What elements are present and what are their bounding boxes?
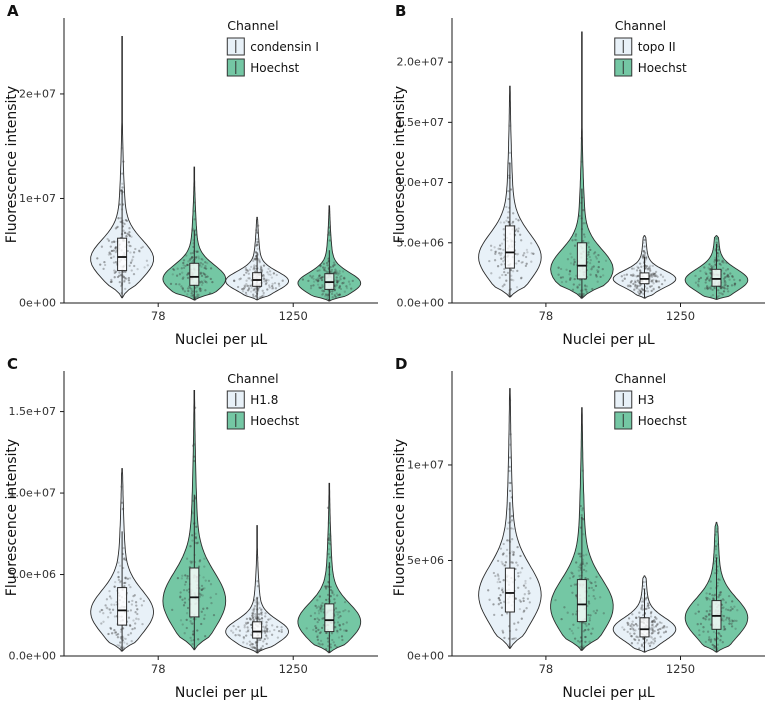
violin-group	[478, 388, 542, 649]
violin-group	[297, 205, 362, 302]
box-plot	[324, 603, 335, 633]
violin	[90, 36, 154, 299]
violin-group	[225, 216, 289, 301]
panel-label-a: A	[7, 2, 19, 20]
y-tick-label: 2.0e+07	[397, 56, 444, 69]
violin-group	[550, 31, 614, 300]
violin	[550, 31, 614, 299]
legend-title: Channel	[227, 371, 278, 386]
legend: Channel topo II Hoechst	[608, 16, 733, 84]
panel-d: D 0e+00 5e+06 1e+07 78 1250 Nuclei per µL Fluo…	[388, 353, 775, 706]
violin	[225, 525, 289, 654]
y-axis-label: Fluorescence intensity	[392, 86, 408, 243]
legend: Channel H1.8 Hoechst	[221, 369, 346, 437]
box-plot	[117, 237, 128, 272]
legend-label: H1.8	[250, 393, 278, 407]
x-tick-label: 1250	[666, 662, 695, 676]
y-tick-label: 0.0e+00	[9, 650, 56, 663]
violin-group	[162, 166, 227, 301]
x-tick-label: 1250	[279, 662, 308, 676]
legend-label: H3	[638, 393, 655, 407]
jitter-points	[694, 527, 739, 653]
legend-label: Hoechst	[638, 414, 687, 428]
y-tick-label: 1e+07	[407, 458, 444, 471]
violin-chart-c: 0.0e+00 5.0e+06 1.0e+07 1.5e+07 78 1250 Nuclei…	[4, 369, 378, 701]
box-plot	[117, 587, 128, 626]
y-tick-label: 1.0e+07	[9, 487, 56, 500]
panel-b: B 0.0e+00 5.0e+06 1.0e+07 1.5e+07 2.0e+07 78 1…	[388, 0, 775, 353]
panel-label-c: C	[7, 355, 19, 373]
violin-chart-a: 0e+00 1e+07 2e+07 78 1250 Nuclei per µL Fluore…	[4, 16, 378, 348]
y-tick-label: 1.0e+07	[397, 176, 444, 189]
violin-group	[478, 85, 542, 298]
y-tick-label: 1.5e+07	[397, 116, 444, 129]
y-axis-label: Fluorescence intensity	[4, 86, 20, 243]
legend: Channel condensin I Hoechst	[221, 16, 346, 84]
violin-group	[612, 575, 677, 653]
y-axis-label: Fluorescence intensity	[392, 439, 408, 596]
legend-title: Channel	[615, 371, 666, 386]
y-tick-label: 1.5e+07	[9, 405, 56, 418]
legend-label: condensin I	[250, 40, 319, 54]
box-plot	[576, 242, 587, 280]
violin-group	[225, 525, 289, 654]
x-tick-label: 1250	[666, 309, 695, 323]
x-axis-label: Nuclei per µL	[175, 685, 267, 701]
violin-group	[684, 521, 749, 653]
legend-title: Channel	[227, 18, 278, 33]
box-plot	[504, 567, 515, 613]
box-plot	[189, 262, 200, 286]
panel-label-b: B	[395, 2, 407, 20]
panel-a: A 0e+00 1e+07 2e+07 78 1250 Nuclei per µL Fluo…	[0, 0, 388, 353]
y-tick-label: 5.0e+06	[9, 568, 56, 581]
axes: 0.0e+00 5.0e+06 1.0e+07 1.5e+07 78 1250	[9, 371, 378, 676]
box-plot	[711, 268, 722, 287]
box-plot	[504, 225, 515, 269]
violin-group	[684, 235, 749, 300]
y-tick-label: 5.0e+06	[397, 236, 444, 249]
axes: 0.0e+00 5.0e+06 1.0e+07 1.5e+07 2.0e+07 78 125…	[397, 18, 765, 323]
violin-group	[550, 407, 614, 652]
box-plot	[576, 579, 587, 623]
legend-title: Channel	[615, 18, 666, 33]
legend: Channel H3 Hoechst	[608, 369, 733, 437]
panel-label-d: D	[395, 355, 408, 373]
axes: 0e+00 1e+07 2e+07 78 1250	[19, 18, 378, 323]
box-plot	[711, 600, 722, 630]
y-tick-label: 5e+06	[407, 554, 444, 567]
x-axis-label: Nuclei per µL	[175, 332, 267, 348]
x-axis-label: Nuclei per µL	[562, 685, 654, 701]
y-tick-label: 0e+00	[19, 297, 56, 310]
x-tick-label: 78	[151, 309, 166, 323]
violin-chart-d: 0e+00 5e+06 1e+07 78 1250 Nuclei per µL Fluore…	[392, 369, 765, 701]
y-tick-label: 1e+07	[19, 192, 56, 205]
legend-label: Hoechst	[638, 61, 687, 75]
violin-group	[612, 235, 677, 299]
legend-label: topo II	[638, 40, 676, 54]
x-tick-label: 1250	[279, 309, 308, 323]
y-tick-label: 2e+07	[19, 87, 56, 100]
violin-group	[90, 468, 154, 652]
x-tick-label: 78	[151, 662, 166, 676]
box-plot	[189, 567, 200, 618]
y-axis-label: Fluorescence intensity	[4, 439, 20, 596]
box-plot	[252, 621, 263, 639]
axes: 0e+00 5e+06 1e+07 78 1250	[407, 371, 765, 676]
y-tick-label: 0.0e+00	[397, 297, 444, 310]
panel-c: C 0.0e+00 5.0e+06 1.0e+07 1.5e+07 78 1250 Nucl…	[0, 353, 388, 706]
x-tick-label: 78	[539, 309, 554, 323]
y-tick-label: 0e+00	[407, 650, 444, 663]
x-tick-label: 78	[539, 662, 554, 676]
x-axis-label: Nuclei per µL	[562, 332, 654, 348]
legend-label: Hoechst	[250, 414, 299, 428]
violin-group	[90, 36, 154, 299]
violin-group	[297, 482, 362, 654]
violin-chart-b: 0.0e+00 5.0e+06 1.0e+07 1.5e+07 2.0e+07 78 125…	[392, 16, 765, 348]
violin-group	[162, 389, 227, 651]
legend-label: Hoechst	[250, 61, 299, 75]
box-plot	[639, 617, 650, 638]
